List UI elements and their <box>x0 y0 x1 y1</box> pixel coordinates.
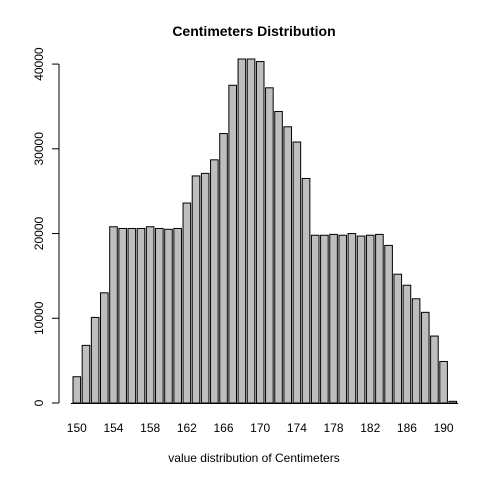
bar-176 <box>310 234 320 404</box>
bar-174 <box>292 141 302 404</box>
chart-title: Centimeters Distribution <box>172 23 335 39</box>
bars-group <box>72 58 458 404</box>
x-axis-title: value distribution of Centimeters <box>168 451 339 465</box>
bar-155 <box>118 227 127 404</box>
bar-166 <box>219 133 228 404</box>
bar-184 <box>384 244 393 404</box>
bar-183 <box>375 233 384 404</box>
bar-168 <box>237 58 247 404</box>
y-tick-label: 0 <box>32 399 46 406</box>
bar-164 <box>200 172 210 404</box>
bar-157 <box>136 227 146 404</box>
bar-191 <box>448 400 458 404</box>
bar-180 <box>347 233 357 404</box>
bar-169 <box>246 58 256 404</box>
bar-182 <box>365 234 375 404</box>
bar-186 <box>402 284 412 404</box>
x-axis: 150 154 158 162 166 170 174 178 182 186 190 <box>67 403 459 435</box>
bar-158 <box>145 226 155 404</box>
bar-150 <box>72 376 82 404</box>
bar-177 <box>320 234 329 404</box>
bar-190 <box>439 360 448 404</box>
y-tick-label: 20000 <box>32 216 46 250</box>
bar-189 <box>430 335 439 404</box>
bar-153 <box>100 292 109 404</box>
bar-188 <box>420 311 430 404</box>
x-tick-label: 154 <box>103 421 123 435</box>
bar-172 <box>274 111 283 404</box>
x-tick-label: 166 <box>214 421 234 435</box>
x-tick-label: 178 <box>324 421 344 435</box>
x-tick-label: 186 <box>397 421 417 435</box>
bar-185 <box>393 273 403 404</box>
x-tick-label: 174 <box>287 421 307 435</box>
x-tick-label: 158 <box>140 421 160 435</box>
bar-160 <box>164 228 173 404</box>
bar-151 <box>81 344 91 404</box>
y-tick-label: 10000 <box>32 301 46 335</box>
x-tick-label: 190 <box>434 421 454 435</box>
bar-167 <box>228 84 237 404</box>
bar-181 <box>356 235 366 404</box>
bar-159 <box>155 227 164 404</box>
bar-179 <box>338 234 348 404</box>
x-tick-label: 170 <box>250 421 270 435</box>
bar-171 <box>265 87 274 404</box>
bar-152 <box>90 316 100 404</box>
bar-178 <box>329 233 338 404</box>
y-tick-label: 30000 <box>32 132 46 166</box>
bar-173 <box>283 126 293 404</box>
bar-162 <box>182 202 192 404</box>
x-tick-label: 182 <box>360 421 380 435</box>
bar-161 <box>173 227 182 404</box>
bar-175 <box>301 177 311 404</box>
bar-163 <box>191 175 201 404</box>
x-tick-label: 150 <box>67 421 87 435</box>
x-tick-label: 162 <box>177 421 197 435</box>
bar-170 <box>255 61 265 404</box>
bar-154 <box>109 226 118 404</box>
y-tick-label: 40000 <box>32 47 46 81</box>
y-axis: 0 10000 20000 30000 40000 <box>32 47 60 406</box>
bar-187 <box>411 298 421 404</box>
bar-156 <box>127 227 137 404</box>
bar-165 <box>210 159 219 404</box>
